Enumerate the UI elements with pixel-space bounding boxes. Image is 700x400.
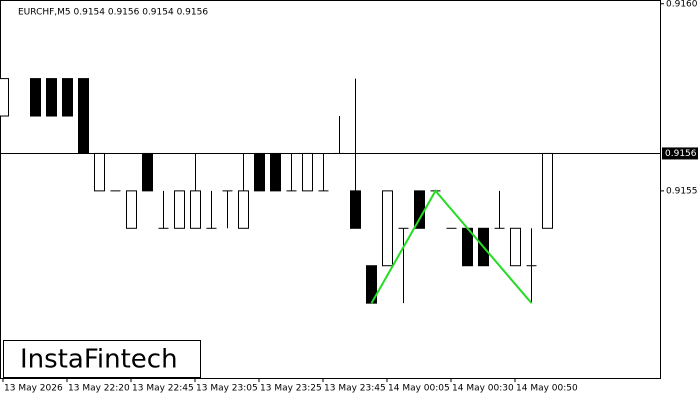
- candle-body: [190, 190, 201, 229]
- y-tick-label: 0.9160: [666, 0, 698, 9]
- x-tick-label: 13 May 23:25: [260, 384, 322, 394]
- current-price-box: [662, 147, 698, 160]
- candle-body: [94, 152, 105, 192]
- x-tick-label: 14 May 00:50: [516, 384, 578, 394]
- y-tick-label: 0.9155: [666, 186, 698, 196]
- candle-body: [238, 190, 249, 229]
- candle-body: [46, 78, 57, 117]
- candle-body: [542, 152, 553, 229]
- candle-body: [254, 152, 265, 192]
- candle-body: [174, 190, 185, 229]
- x-tick-label: 13 May 23:45: [324, 384, 386, 394]
- current-price-label: 0.9156: [665, 149, 697, 159]
- chart-title: EURCHF,M5 0.9154 0.9156 0.9154 0.9156: [18, 8, 208, 18]
- logo: InstaFintech: [20, 345, 178, 375]
- candle-body: [62, 78, 73, 117]
- candle-body: [302, 152, 313, 192]
- candle-body: [270, 152, 281, 192]
- candle-body: [78, 78, 89, 154]
- candle-body: [0, 78, 9, 117]
- x-tick-label: 13 May 2026: [4, 384, 63, 394]
- x-tick-label: 13 May 22:20: [68, 384, 130, 394]
- x-tick-label: 14 May 00:30: [452, 384, 514, 394]
- candle-body: [350, 190, 361, 229]
- candle-body: [510, 227, 521, 267]
- candle-body: [30, 78, 41, 117]
- pattern-line: [370, 189, 533, 304]
- x-tick-label: 13 May 23:05: [196, 384, 258, 394]
- candle-body: [142, 152, 153, 192]
- candle-body: [126, 190, 137, 229]
- candle-body: [414, 190, 425, 229]
- x-tick-label: 14 May 00:05: [388, 384, 450, 394]
- logo-box: [3, 340, 201, 378]
- x-tick-label: 13 May 22:45: [132, 384, 194, 394]
- candle-body: [382, 190, 393, 267]
